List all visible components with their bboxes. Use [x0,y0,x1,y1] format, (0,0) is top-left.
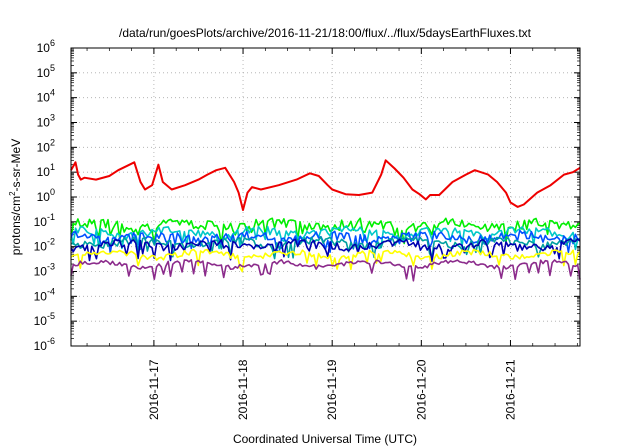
grid [71,48,580,346]
plot-frame [70,47,581,347]
y-tick-label: 10-3 [34,262,55,279]
series-line-8 [70,258,581,282]
x-tick-label: 2016-11-17 [147,359,161,420]
y-tick-label: 10-5 [34,311,55,328]
x-axis-label: Coordinated Universal Time (UTC) [233,432,417,446]
y-axis-label: protons/cm2-s-sr-MeV [8,139,23,255]
series-group [70,159,581,282]
x-tick-label: 2016-11-18 [236,359,250,420]
y-tick-label: 104 [37,88,55,105]
series-line-5 [70,236,581,260]
y-tick-label: 105 [37,63,55,80]
y-tick-label: 100 [37,187,55,204]
y-tick-label: 10-2 [34,237,55,254]
x-tick-label: 2016-11-21 [503,359,517,420]
y-tick-label: 10-1 [34,212,55,229]
y-ticks: 106 105 104 103 102 101 100 10-1 10-2 10-3 10-4 10-… [34,38,580,353]
series-line-2 [70,217,581,245]
series-line-3 [70,225,581,251]
x-tick-label: 2016-11-19 [325,359,339,420]
y-tick-label: 102 [37,137,55,154]
y-tick-label: 106 [37,38,55,55]
y-tick-label: 101 [37,162,55,179]
x-tick-label: 2016-11-20 [414,359,428,420]
y-tick-label: 10-6 [34,336,55,353]
y-tick-label: 10-4 [34,286,55,303]
series-line-7 [70,248,581,273]
series-line-6 [70,238,581,263]
series-line-1 [70,159,581,211]
chart-title: /data/run/goesPlots/archive/2016-11-21/1… [119,26,532,40]
y-tick-label: 103 [37,113,55,130]
